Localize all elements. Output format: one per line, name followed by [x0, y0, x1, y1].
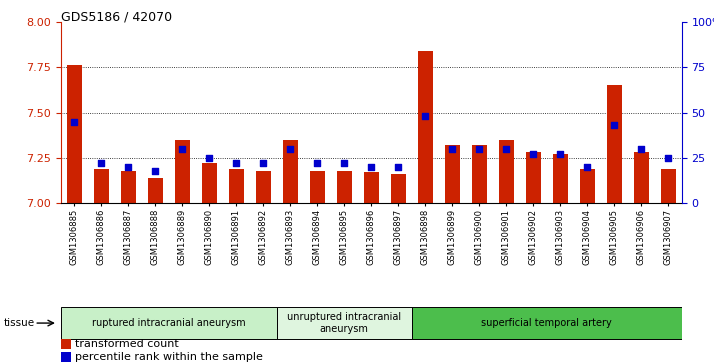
Bar: [526, 152, 540, 203]
Text: GSM1306888: GSM1306888: [151, 209, 160, 265]
Point: [123, 164, 134, 170]
Bar: [310, 171, 325, 203]
Bar: [607, 85, 622, 203]
Point: [258, 160, 269, 166]
Point: [663, 155, 674, 161]
Bar: [256, 171, 271, 203]
Bar: [283, 140, 298, 203]
Point: [96, 160, 107, 166]
Text: GSM1306892: GSM1306892: [258, 209, 268, 265]
Text: percentile rank within the sample: percentile rank within the sample: [75, 352, 263, 362]
Text: GSM1306893: GSM1306893: [286, 209, 295, 265]
Bar: [67, 65, 81, 203]
Point: [69, 119, 80, 125]
Point: [582, 164, 593, 170]
Text: superficial temporal artery: superficial temporal artery: [481, 318, 612, 328]
Bar: [148, 178, 163, 203]
Point: [285, 146, 296, 152]
Bar: [61, 352, 71, 362]
Text: GSM1306889: GSM1306889: [178, 209, 187, 265]
Bar: [445, 145, 460, 203]
Point: [149, 168, 161, 174]
Text: GSM1306885: GSM1306885: [70, 209, 79, 265]
Text: GSM1306900: GSM1306900: [475, 209, 484, 265]
Bar: [412, 307, 682, 339]
Text: tissue: tissue: [4, 318, 35, 328]
Text: GSM1306886: GSM1306886: [96, 209, 106, 265]
Point: [366, 164, 377, 170]
Bar: [61, 307, 277, 339]
Text: GSM1306894: GSM1306894: [313, 209, 322, 265]
Text: GSM1306896: GSM1306896: [367, 209, 376, 265]
Text: transformed count: transformed count: [75, 339, 178, 349]
Bar: [202, 163, 216, 203]
Text: GSM1306899: GSM1306899: [448, 209, 457, 265]
Point: [420, 113, 431, 119]
Text: GSM1306906: GSM1306906: [637, 209, 646, 265]
Text: GSM1306903: GSM1306903: [555, 209, 565, 265]
Bar: [61, 339, 71, 349]
Point: [446, 146, 458, 152]
Text: GSM1306904: GSM1306904: [583, 209, 592, 265]
Text: GSM1306905: GSM1306905: [610, 209, 619, 265]
Bar: [499, 140, 514, 203]
Text: GSM1306907: GSM1306907: [664, 209, 673, 265]
Bar: [661, 169, 675, 203]
Text: GSM1306897: GSM1306897: [394, 209, 403, 265]
Bar: [175, 140, 190, 203]
Point: [203, 155, 215, 161]
Point: [473, 146, 485, 152]
Bar: [418, 51, 433, 203]
Bar: [391, 174, 406, 203]
Text: unruptured intracranial
aneurysm: unruptured intracranial aneurysm: [287, 312, 401, 334]
Bar: [228, 169, 243, 203]
Text: GSM1306887: GSM1306887: [124, 209, 133, 265]
Point: [635, 146, 647, 152]
Text: GSM1306898: GSM1306898: [421, 209, 430, 265]
Bar: [277, 307, 412, 339]
Text: GSM1306890: GSM1306890: [205, 209, 213, 265]
Text: GDS5186 / 42070: GDS5186 / 42070: [61, 11, 172, 24]
Bar: [364, 172, 378, 203]
Bar: [553, 154, 568, 203]
Text: GSM1306901: GSM1306901: [502, 209, 511, 265]
Bar: [634, 152, 649, 203]
Bar: [472, 145, 487, 203]
Point: [555, 151, 566, 157]
Point: [338, 160, 350, 166]
Bar: [337, 171, 352, 203]
Bar: [580, 169, 595, 203]
Bar: [121, 171, 136, 203]
Point: [528, 151, 539, 157]
Text: GSM1306902: GSM1306902: [529, 209, 538, 265]
Point: [311, 160, 323, 166]
Bar: [94, 169, 109, 203]
Text: GSM1306891: GSM1306891: [232, 209, 241, 265]
Point: [608, 122, 620, 128]
Text: ruptured intracranial aneurysm: ruptured intracranial aneurysm: [92, 318, 246, 328]
Text: GSM1306895: GSM1306895: [340, 209, 348, 265]
Point: [501, 146, 512, 152]
Point: [393, 164, 404, 170]
Point: [176, 146, 188, 152]
Point: [231, 160, 242, 166]
